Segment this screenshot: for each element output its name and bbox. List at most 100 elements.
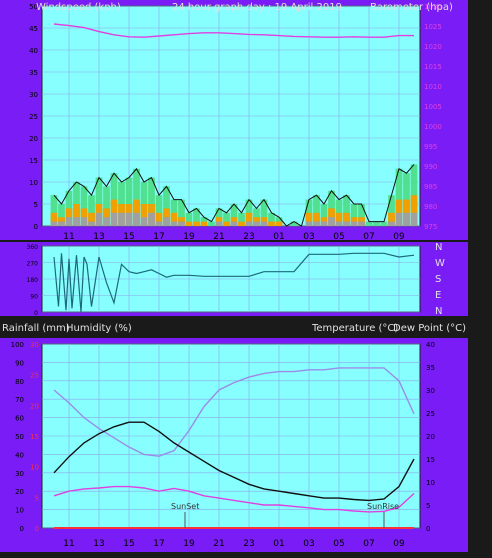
barometer-title: Barometer (hpa): [370, 2, 453, 13]
wind-speed-bar: [253, 221, 260, 226]
rain-y-tick-10: 10: [30, 464, 39, 472]
wind-speed-bar: [163, 217, 170, 226]
temperature-x-tick-19: 19: [183, 539, 195, 549]
barometer-y-tick-980: 980: [424, 203, 437, 211]
average-wind-bar: [313, 212, 320, 226]
date-title: 24 hour graph day : 19 April 2019: [172, 2, 342, 13]
direction-y-tick-180: 180: [27, 277, 39, 284]
barometer-y-tick-1000: 1000: [424, 123, 442, 131]
temperature-x-tick-05: 05: [333, 539, 344, 549]
direction-grid: [42, 245, 420, 313]
wind-direction-line: [53, 252, 415, 313]
temperature-series-layer: [53, 367, 415, 529]
direction-label-w: W: [435, 258, 445, 269]
humidity-y-tick-50: 50: [15, 433, 24, 441]
direction-y-tick-270: 270: [27, 261, 39, 268]
gust-bar: [185, 212, 193, 226]
wind-speed-bar: [260, 221, 268, 226]
wind-x-tick-05: 05: [333, 232, 344, 242]
direction-label-e: E: [435, 290, 441, 301]
direction-label-n-top: N: [435, 242, 442, 253]
gust-bar: [238, 212, 245, 226]
humidity-y-tick-0: 0: [20, 525, 24, 533]
temperature-x-tick-01: 01: [273, 539, 284, 549]
wind-x-tick-17: 17: [153, 232, 164, 242]
temperature-x-tick-23: 23: [243, 539, 254, 549]
wind-x-tick-21: 21: [213, 232, 224, 242]
temperature-x-tick-07: 07: [363, 539, 374, 549]
average-wind-bar: [88, 212, 95, 226]
average-wind-bar: [223, 221, 230, 226]
wind-speed-bar: [335, 221, 343, 226]
humidity-y-tick-40: 40: [15, 451, 24, 459]
dewpoint-title: Dew Point (°C): [393, 323, 466, 334]
average-wind-bar: [140, 204, 148, 226]
rainfall-title: Rainfall (mm): [2, 323, 70, 334]
gust-bar: [178, 199, 185, 226]
gust-bar: [350, 204, 358, 226]
wind-speed-bar: [103, 217, 110, 226]
average-wind-bar: [343, 212, 350, 226]
wind-speed-bar: [328, 217, 335, 226]
sunrise-label: SunRise: [367, 502, 399, 511]
average-wind-bar: [155, 212, 163, 226]
gust-bar: [155, 195, 163, 226]
gust-bar: [320, 204, 328, 226]
wind-x-tick-01: 01: [273, 232, 284, 242]
temperature-x-tick-17: 17: [153, 539, 164, 549]
temperature-x-tick-11: 11: [63, 539, 74, 549]
direction-label-n-bottom: N: [435, 306, 442, 317]
gust-bar: [290, 221, 298, 226]
humidity-y-tick-90: 90: [15, 359, 24, 367]
gust-bar: [365, 221, 373, 226]
rain-y-tick-15: 15: [30, 433, 39, 441]
barometer-y-tick-1015: 1015: [424, 63, 442, 71]
wind-y-tick-25: 25: [29, 113, 38, 121]
barometer-y-tick-1010: 1010: [424, 83, 442, 91]
temperature-y-tick-35: 35: [426, 364, 435, 372]
barometer-y-tick-1025: 1025: [424, 23, 442, 31]
wind-speed-bar: [343, 221, 350, 226]
wind-speed-bar: [305, 221, 313, 226]
humidity-title: Humidity (%): [66, 323, 132, 334]
wind-speed-bar: [215, 221, 223, 226]
wind-y-tick-30: 30: [29, 91, 38, 99]
gust-bar: [358, 204, 365, 226]
wind-speed-bar: [148, 212, 155, 226]
wind-y-tick-40: 40: [29, 47, 38, 55]
humidity-y-tick-80: 80: [15, 378, 24, 386]
temperature-x-tick-03: 03: [303, 539, 314, 549]
wind-speed-bar: [403, 212, 410, 226]
average-wind-bar: [245, 212, 253, 226]
wind-x-tick-11: 11: [63, 232, 74, 242]
wind-x-tick-09: 09: [393, 232, 405, 242]
temperature-x-tick-13: 13: [93, 539, 104, 549]
gust-bar: [58, 204, 65, 226]
average-wind-bar: [200, 221, 208, 226]
gust-bar: [395, 168, 403, 226]
humidity-y-tick-100: 100: [11, 341, 24, 349]
humidity-y-tick-30: 30: [15, 470, 24, 478]
barometer-line: [53, 23, 414, 38]
rain-y-tick-25: 25: [30, 372, 39, 380]
wind-speed-bar: [140, 217, 148, 226]
axis-ticks-layer: 1111131315151717191921212323010103030505…: [11, 3, 442, 549]
wind-speed-bar: [358, 221, 365, 226]
wind-speed-bar: [350, 221, 358, 226]
direction-label-s: S: [435, 274, 441, 285]
gust-bar: [95, 177, 103, 226]
gust-bar: [223, 212, 230, 226]
wind-speed-bar: [125, 212, 133, 226]
direction-y-tick-360: 360: [27, 244, 39, 251]
wind-speed-bar: [230, 221, 238, 226]
wind-speed-bar: [320, 221, 328, 226]
wind-speed-bar: [88, 221, 95, 226]
barometer-y-tick-975: 975: [424, 223, 437, 231]
average-wind-bar: [193, 221, 200, 226]
gust-bar: [133, 168, 140, 226]
gust-bar: [80, 186, 88, 226]
wind-speed-bar: [313, 221, 320, 226]
wind-speed-bar: [410, 212, 418, 226]
average-wind-bar: [170, 212, 178, 226]
sunset-label: SunSet: [171, 502, 199, 511]
